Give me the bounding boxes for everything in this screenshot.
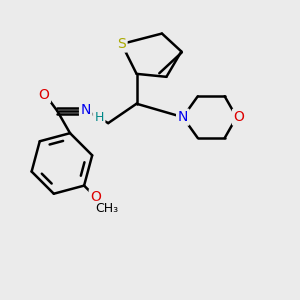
Text: CH₃: CH₃: [96, 202, 119, 215]
Text: O: O: [233, 110, 244, 124]
Text: N: N: [81, 103, 91, 117]
Text: O: O: [90, 190, 101, 204]
Text: O: O: [39, 88, 50, 102]
Text: N: N: [178, 110, 188, 124]
Text: S: S: [117, 37, 126, 51]
Text: H: H: [94, 111, 104, 124]
